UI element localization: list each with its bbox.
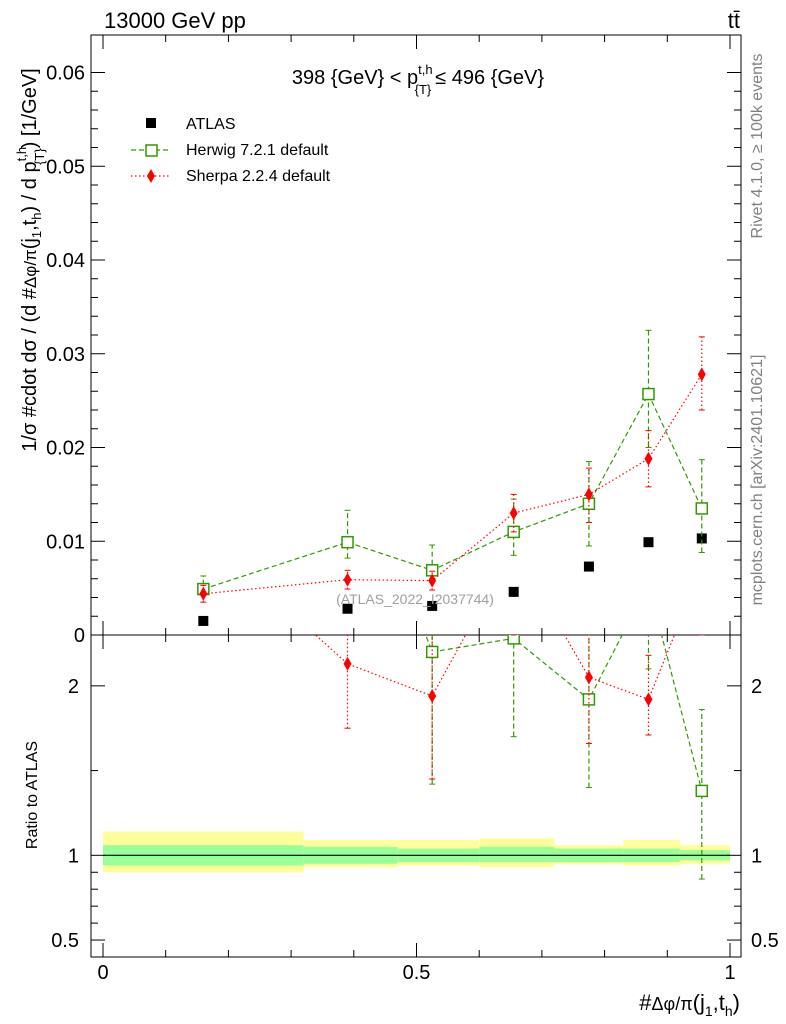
ratio-ytick-label-right: 2 [751, 676, 762, 698]
main-atlas-point [198, 615, 209, 626]
ratio-xtick-label: 1 [724, 962, 735, 984]
ratio-herwig-line [425, 635, 703, 792]
main-atlas-point [696, 533, 707, 544]
ratio-xlabel: #Δφ/π(j1,th) [639, 990, 740, 1019]
ratio-sherpa-point [428, 689, 437, 704]
ratio-ytick-label: 2 [68, 676, 79, 698]
ratio-herwig-point [425, 645, 439, 659]
main-sherpa-line [203, 374, 703, 595]
cut-label-sub: {T} [415, 82, 432, 97]
ratio-panel: 0.5 0.5 1 1 2 2 0 0.5 1 Ratio to ATLAS #Δφ/π(j1… [24, 426, 779, 1019]
main-atlas-point [643, 537, 654, 548]
ratio-xtick-label: 0 [97, 962, 108, 984]
main-series-clip [197, 329, 709, 626]
main-ytick-label: 0.06 [46, 63, 85, 85]
legend-marker-sherpa [147, 169, 155, 183]
ratio-sherpa-point [343, 656, 352, 671]
main-ytick-label: 0.03 [46, 344, 85, 366]
main-sherpa-point [343, 572, 352, 587]
main-herwig-point [642, 387, 655, 401]
ratio-series-clip [198, 426, 709, 880]
main-ytick-label: 0.02 [46, 438, 85, 460]
ratio-herwig-point [695, 784, 709, 798]
cut-label-start: 398 {GeV} < p [292, 67, 418, 89]
main-ytick-label: 0 [74, 625, 85, 647]
ratio-sherpa-point [199, 526, 207, 540]
cut-label: 398 {GeV} < pt,h {T}≤ 496 {GeV} [292, 62, 544, 97]
main-panel: 0 0.01 0.02 0.03 0.04 0.05 0.06 (ATLAS_2022_I2… [14, 34, 742, 647]
main-sherpa-point [199, 586, 208, 601]
ratio-ytick-label: 0.5 [51, 930, 79, 952]
legend-label-atlas: ATLAS [186, 116, 236, 133]
legend-marker-atlas [146, 118, 156, 128]
main-herwig-line [203, 392, 703, 590]
process-label: tt̄ [728, 8, 740, 33]
main-atlas-point [583, 561, 594, 572]
legend-label-sherpa: Sherpa 2.2.4 default [186, 168, 331, 185]
main-herwig-point [695, 502, 709, 515]
legend: ATLAS Herwig 7.2.1 default Sherpa 2.2.4 … [131, 116, 331, 185]
main-ytick-label: 0.04 [46, 250, 85, 272]
cut-label-sup: t,h [418, 62, 432, 77]
ratio-ylabel: Ratio to ATLAS [24, 741, 41, 849]
main-sherpa-point [644, 451, 653, 466]
ratio-sherpa-line [314, 635, 676, 701]
main-sherpa-point [509, 506, 518, 521]
ratio-plot-frame [90, 634, 742, 958]
main-ytick-label: 0.05 [46, 156, 85, 178]
ratio-herwig-point [342, 426, 353, 437]
ratio-herwig-point [507, 635, 520, 645]
legend-marker-herwig [145, 144, 158, 157]
main-atlas-point [427, 600, 438, 611]
rivet-label: Rivet 4.1.0, ≥ 100k events [749, 54, 766, 239]
cut-label-end: ≤ 496 {GeV} [435, 67, 544, 89]
ylabel-dphi-frac: Δφ/π [21, 249, 40, 288]
ratio-ytick-label: 1 [68, 845, 79, 867]
ratio-ytick-label-right: 0.5 [751, 930, 779, 952]
main-ytick-label: 0.01 [46, 531, 85, 553]
ratio-sherpa-point [644, 692, 653, 707]
ratio-band-inner [479, 846, 555, 863]
mcplots-label: mcplots.cern.ch [arXiv:2401.10621] [749, 355, 766, 606]
watermark: (ATLAS_2022_I2037744) [336, 591, 494, 607]
ratio-herwig-point [643, 579, 654, 590]
energy-label: 13000 GeV pp [104, 8, 246, 33]
main-sherpa-point [697, 367, 706, 382]
main-herwig-point [341, 535, 354, 549]
ratio-herwig-point [198, 460, 209, 471]
main-sherpa-point [428, 573, 437, 588]
main-atlas-point [508, 586, 519, 597]
main-ylabel: 1/σ #cdot dσ / (d #Δφ/π(j1,th) / d pt,h{… [14, 68, 47, 451]
ratio-xtick-label: 0.5 [403, 962, 431, 984]
ratio-sherpa-point [584, 670, 593, 685]
main-sherpa-point [584, 487, 593, 502]
legend-label-herwig: Herwig 7.2.1 default [186, 142, 329, 159]
ratio-sherpa-point [698, 560, 706, 574]
ratio-ytick-label-right: 1 [751, 845, 762, 867]
main-atlas-point [342, 603, 353, 614]
